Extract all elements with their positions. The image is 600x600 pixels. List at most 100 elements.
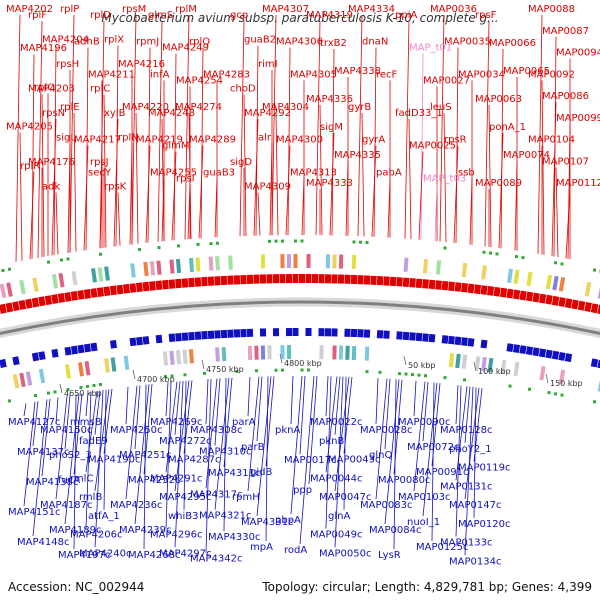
forward-gene-arrow (214, 276, 221, 286)
feature-block (260, 254, 266, 269)
forward-gene-line (484, 20, 490, 247)
reverse-gene-line (384, 379, 400, 525)
forward-gene-arrow (441, 280, 449, 291)
forward-gene-label: rplO (34, 82, 55, 93)
forward-gene-arrow (493, 286, 501, 297)
reverse-gene-arrow (532, 347, 540, 357)
scale-tick-mark (201, 359, 205, 370)
feature-dot (463, 378, 466, 382)
reverse-gene-line (375, 378, 379, 425)
feature-dot (255, 369, 258, 373)
feature-dot (528, 387, 531, 391)
reverse-gene-label: MAP4252c (128, 475, 180, 486)
forward-gene-arrow (227, 275, 234, 285)
forward-gene-arrow (454, 282, 462, 292)
feature-dot (53, 390, 57, 394)
forward-gene-line (73, 112, 77, 252)
forward-gene-arrow (142, 281, 150, 292)
forward-gene-line (418, 151, 424, 240)
forward-gene-label: trxB2 (320, 38, 347, 49)
forward-gene-arrow (396, 277, 403, 287)
feature-dot (1, 269, 5, 273)
reverse-gene-label: MAP4138c (26, 477, 78, 488)
reverse-gene-label: MAP4331c (241, 517, 293, 528)
reverse-gene-label: MAP4151c (8, 507, 60, 518)
reverse-gene-arrow (168, 333, 176, 343)
feature-dot (99, 252, 102, 256)
forward-gene-label: sigL (56, 133, 76, 144)
feature-block (513, 269, 520, 285)
reverse-gene-arrow (344, 328, 351, 337)
feature-block (558, 369, 566, 385)
reverse-gene-label: phoS2_3 (49, 450, 92, 461)
feature-block (286, 254, 292, 269)
forward-gene-arrow (116, 284, 124, 295)
forward-gene-arrow (64, 292, 72, 302)
forward-gene-line (69, 14, 75, 253)
forward-gene-line (453, 145, 459, 243)
reverse-gene-line (205, 378, 212, 553)
forward-gene-line (434, 184, 438, 242)
reverse-gene-label: MAP4317c (190, 489, 242, 500)
forward-gene-arrow (285, 274, 293, 284)
feature-block (84, 361, 91, 376)
feature-block (552, 275, 559, 291)
forward-gene-label: adk (42, 182, 60, 193)
feature-block (38, 368, 46, 384)
forward-gene-label: rpmJ (136, 37, 159, 48)
reverse-gene-line (174, 380, 190, 492)
reverse-gene-label: mmsB (70, 417, 102, 428)
feature-block (58, 272, 65, 288)
reverse-gene-arrow (305, 328, 312, 337)
forward-gene-label: MAP4219 (136, 135, 183, 146)
forward-gene-arrow (409, 278, 416, 288)
forward-gene-label: ponA_1 (489, 122, 526, 133)
forward-gene-line (214, 178, 218, 238)
reverse-gene-label: MAP0022c (310, 417, 362, 428)
forward-gene-arrow (51, 294, 59, 304)
reverse-gene-label: MAP4311c (208, 468, 260, 479)
forward-gene-line (285, 145, 291, 236)
feature-block (435, 260, 442, 275)
feature-block (461, 354, 468, 369)
reverse-gene-arrow (246, 328, 254, 337)
reverse-gene-label: MAP4330c (208, 532, 260, 543)
feature-block (500, 359, 507, 375)
forward-gene-line (99, 20, 105, 249)
forward-gene-label: rpsN (42, 108, 65, 119)
forward-gene-arrow (162, 279, 169, 290)
feature-dot (560, 262, 564, 266)
forward-gene-line (198, 145, 204, 239)
reverse-gene-arrow (551, 350, 560, 360)
feature-block (487, 357, 494, 373)
feature-dot (489, 251, 492, 255)
forward-gene-label: rpsI (176, 173, 195, 184)
feature-block (175, 350, 182, 365)
forward-gene-line (239, 20, 245, 237)
forward-gene-label: MAP0035 (444, 37, 491, 48)
reverse-gene-label: MAP4250c (110, 425, 162, 436)
feature-bars (0, 239, 600, 404)
reverse-gene-line (165, 382, 172, 529)
forward-gene-label: MAP0089 (475, 178, 522, 189)
reverse-gene-line (125, 386, 129, 425)
feature-dot (443, 376, 447, 380)
feature-block (97, 267, 104, 282)
forward-gene-label: xylB (104, 108, 126, 119)
reverse-gene-line (143, 384, 147, 550)
forward-gene-arrow (70, 290, 79, 301)
feature-dot (8, 399, 11, 403)
feature-block (481, 356, 487, 372)
reverse-gene-arrow (142, 336, 150, 345)
scale-ticks: 4650 kbp 4700 kbp 4750 kbp 4800 kbp 50 kbp 10… (59, 353, 583, 398)
forward-gene-line (371, 145, 377, 237)
forward-gene-label: guaB2 (244, 35, 276, 46)
forward-gene-line (184, 14, 190, 240)
reverse-gene-label: MAP4308c (190, 425, 242, 436)
reverse-gene-arrow (519, 345, 527, 355)
forward-gene-label: ppiA (395, 10, 417, 21)
reverse-gene-arrow (83, 343, 92, 353)
forward-gene-arrow (266, 274, 273, 284)
reverse-gene-label: MAP0084c (369, 525, 421, 536)
